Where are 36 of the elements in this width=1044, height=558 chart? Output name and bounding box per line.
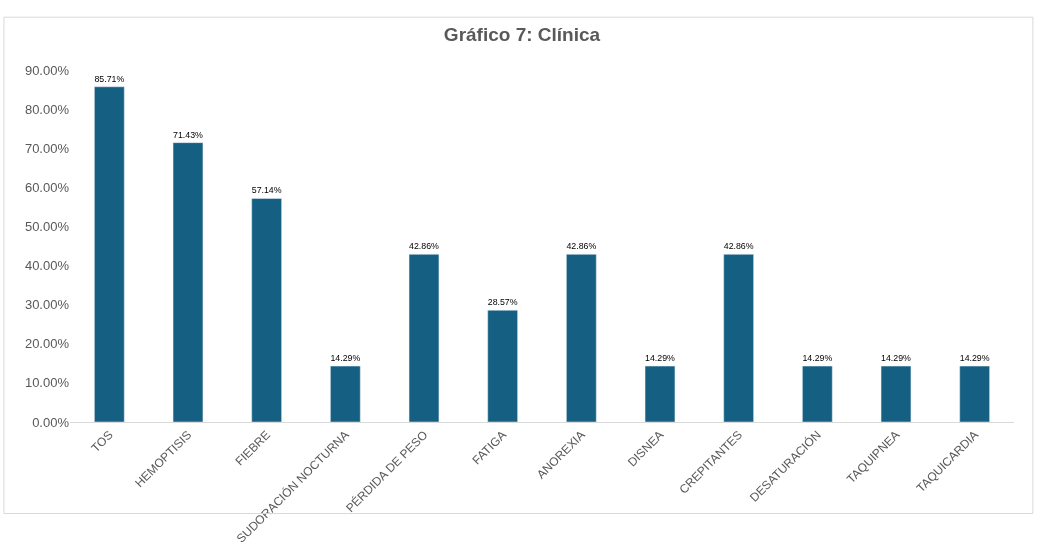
bar	[330, 365, 361, 422]
bar	[487, 310, 518, 422]
bar	[172, 142, 204, 422]
data-label: 42.86%	[409, 241, 440, 252]
y-tick-label: 20.00%	[24, 336, 70, 352]
bar	[880, 365, 912, 422]
data-label: 28.57%	[487, 297, 518, 308]
bar	[251, 198, 282, 422]
bar	[723, 254, 754, 422]
bar	[566, 254, 597, 422]
data-label: 42.86%	[723, 241, 754, 252]
data-label: 14.29%	[330, 353, 361, 364]
x-tick-label: TOS	[88, 427, 116, 456]
data-label: 14.29%	[959, 353, 990, 364]
y-tick-label: 50.00%	[24, 218, 70, 234]
data-label: 14.29%	[881, 353, 912, 364]
bar	[959, 365, 990, 422]
data-label: 42.86%	[566, 241, 597, 252]
y-tick-label: 60.00%	[24, 179, 70, 195]
data-label: 57.14%	[251, 185, 282, 196]
chart-title: Gráfico 7: Clínica	[443, 24, 601, 46]
bar	[644, 365, 676, 422]
bar	[408, 254, 440, 422]
data-label: 85.71%	[94, 73, 125, 84]
bar	[802, 365, 833, 422]
data-label: 14.29%	[645, 353, 676, 364]
bar	[94, 86, 125, 422]
y-tick-label: 30.00%	[24, 297, 70, 313]
y-tick-label: 0.00%	[32, 414, 70, 430]
y-tick-label: 40.00%	[24, 258, 70, 274]
y-tick-label: 10.00%	[24, 375, 70, 391]
y-tick-label: 70.00%	[24, 140, 70, 156]
data-label: 14.29%	[802, 353, 833, 364]
y-tick-label: 90.00%	[24, 62, 70, 78]
y-tick-label: 80.00%	[24, 101, 70, 117]
data-label: 71.43%	[173, 129, 204, 140]
